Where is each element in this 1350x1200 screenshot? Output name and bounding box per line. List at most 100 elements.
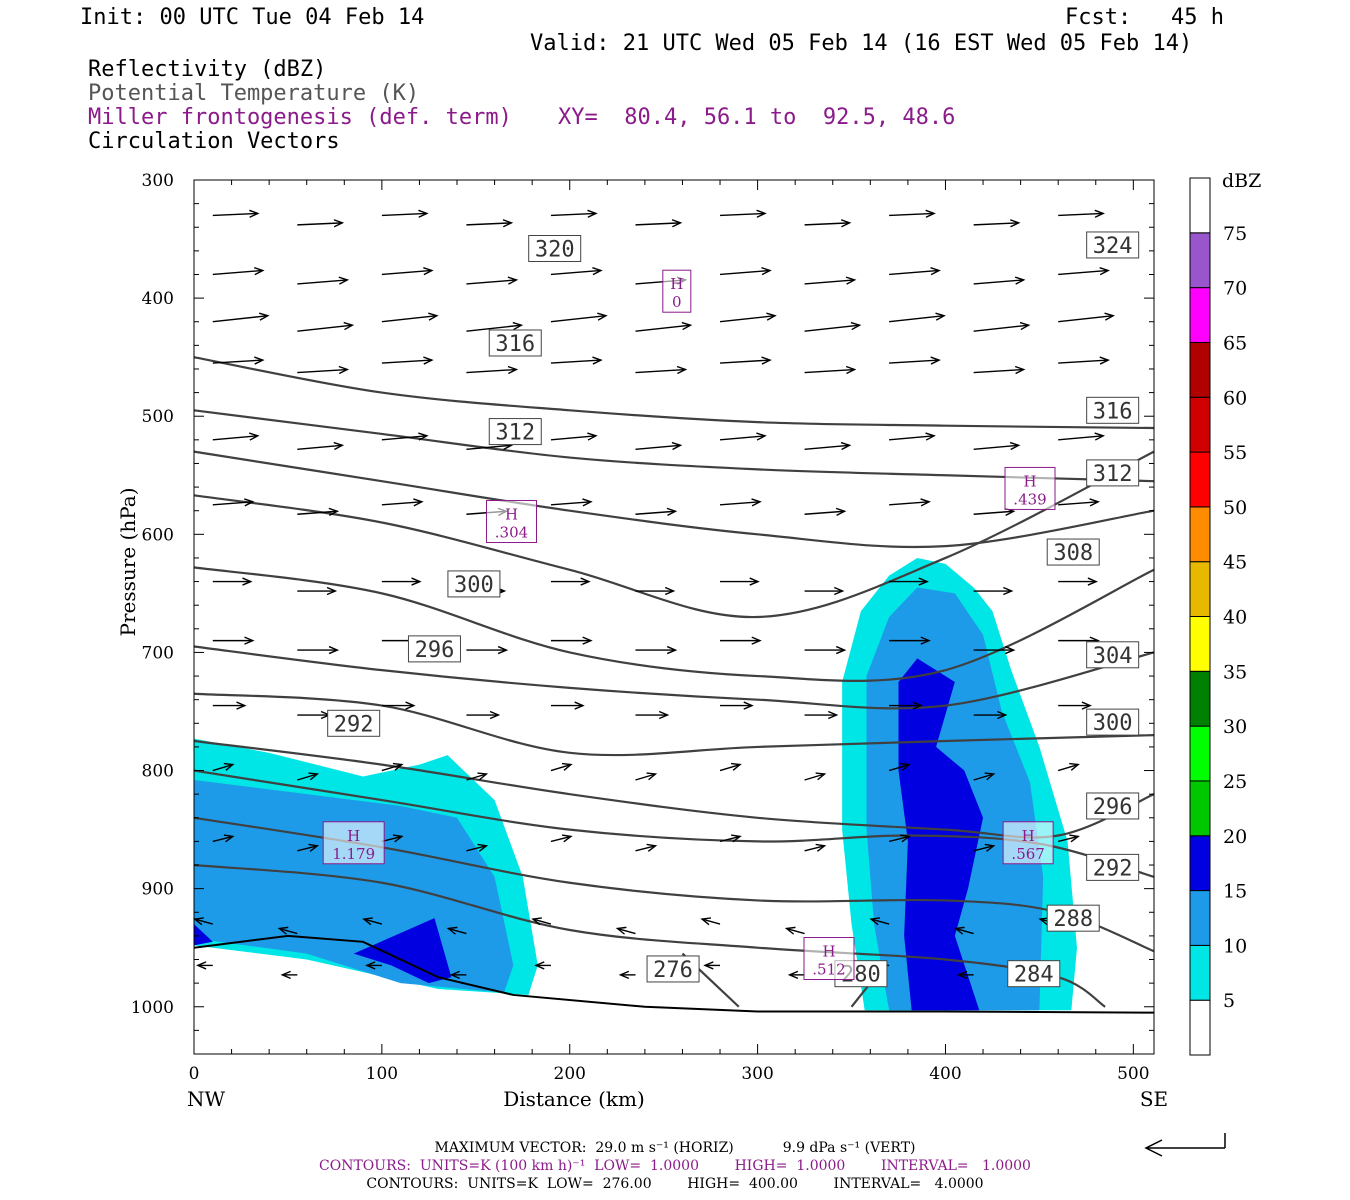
contour-label-316: 316 [488,329,542,357]
vector-arrow [466,276,519,285]
contour-label-text: 292 [334,712,374,737]
vector-arrow [719,209,767,218]
contour-label-text: 312 [1093,462,1133,487]
vector-arrow [635,586,676,596]
valid-time: Valid: 21 UTC Wed 05 Feb 14 (16 EST Wed … [530,31,1193,56]
vector-arrow [719,312,777,323]
vector-arrow [212,498,255,507]
contour-label-text: 308 [1053,541,1093,566]
contour-label-text: 304 [1093,644,1133,669]
reflectivity-shading [193,557,1155,1014]
vector-arrow [466,843,489,852]
vector-arrow [1058,356,1110,365]
contour-label-text: 320 [535,238,575,263]
vector-arrow [446,926,467,935]
vector-arrow [365,961,382,970]
field-potential-temperature: Potential Temperature (K) [88,81,420,106]
vector-arrow [889,266,941,276]
vector-arrow [720,636,762,645]
vector-arrow [635,321,693,332]
colorbar-segment [1189,451,1211,508]
vector-arrow [550,312,608,323]
max-label: H [1023,472,1036,490]
colorbar-segment [1189,725,1211,782]
y-tick-label: 1000 [131,998,174,1018]
colorbar-segment [1189,890,1211,946]
contour-label-312: 312 [1086,459,1140,487]
vector-arrow [381,266,434,276]
vector-arrow [531,917,552,926]
max-value: 0 [672,293,682,311]
vector-arrow [449,970,467,980]
contour-label-292: 292 [327,709,381,737]
y-tick-label: 400 [142,289,174,309]
vector-arrow [550,762,573,772]
vector-arrow [381,834,404,843]
y-tick-label: 900 [142,880,174,900]
frontogenesis-contour-note: CONTOURS: UNITS=K (100 km h)⁻¹ LOW= 1.00… [319,1158,1031,1174]
contour-label-text: 276 [653,958,693,983]
contour-label-308: 308 [1046,538,1100,566]
vector-arrow [804,772,827,781]
contour-label-320: 320 [528,235,582,263]
axes: 0 100 200 300 400 500 300 400 500 600 700 800 900 100… [116,171,1168,1111]
vector-arrow [297,276,350,285]
colorbar-label: 65 [1223,332,1247,354]
vector-arrow [381,762,404,772]
frontogenesis-max: H1.179 [322,821,385,865]
vector-arrow [550,432,598,441]
max-label: H [1022,827,1035,845]
vector-arrow [1058,432,1105,441]
theta-contour-note: CONTOURS: UNITS=K LOW= 276.00 HIGH= 400.… [366,1176,984,1192]
colorbar-segment [1189,232,1211,289]
colorbar-label: 75 [1223,223,1247,245]
vector-arrow [280,970,298,980]
vector-arrow [550,209,598,218]
vector-arrow [973,276,1026,285]
colorbar-label: 40 [1223,607,1247,629]
vector-arrow [297,843,320,852]
contour-label-288: 288 [1046,904,1100,932]
colorbar-segment-below [1189,999,1211,1056]
vector-arrow [804,441,852,451]
vector-arrow [635,843,658,852]
x-tick-label: 0 [189,1064,200,1084]
contour-label-292: 292 [1086,853,1140,881]
vector-arrow [297,507,340,516]
vector-arrow [381,577,422,586]
reflectivity-area-3 [353,918,452,984]
vector-arrow [889,432,936,441]
vector-arrow [719,834,742,843]
contour-label-text: 300 [1093,711,1133,736]
vector-arrow [297,710,332,720]
max-label: H [670,275,683,293]
vector-arrow [804,710,839,720]
vector-arrow [720,701,754,710]
frontogenesis-max: H.567 [1002,821,1054,865]
colorbar-label: 20 [1223,826,1247,848]
field-reflectivity: Reflectivity (dBZ) [88,57,327,82]
vector-arrow [212,432,260,441]
vector-arrow [635,772,658,781]
y-tick-label: 600 [142,525,174,545]
vector-arrow [212,312,270,323]
vector-arrow [720,577,760,586]
terrain-line [193,934,1155,1014]
vector-arrow [212,356,265,365]
vector-arrow [550,266,603,276]
vector-arrow [719,266,772,276]
colorbar-label: 10 [1223,935,1247,957]
max-label: H [347,827,360,845]
theta-contour-320 [193,409,1155,483]
vector-arrow [719,356,772,365]
vector-arrow [466,710,501,720]
vector-arrow [381,312,439,323]
vector-arrow [1057,762,1080,772]
vector-arrow [466,645,509,655]
vector-arrow [973,772,996,781]
theta-contour-300 [193,692,1155,757]
frontogenesis-max: H0 [662,269,692,313]
x-tick-label: 300 [741,1064,773,1084]
vector-arrow [635,365,688,375]
vector-arrow [381,356,434,365]
